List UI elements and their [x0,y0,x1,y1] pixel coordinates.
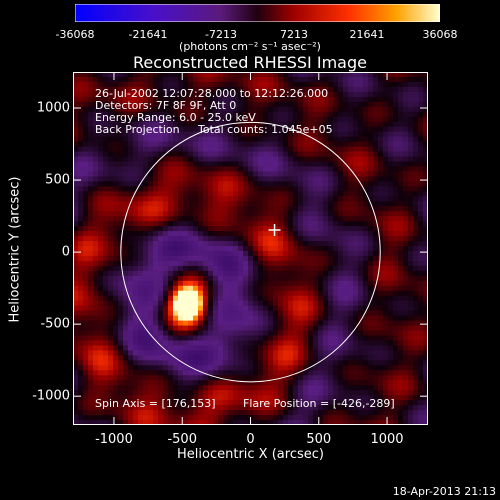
heatmap-image [73,72,428,425]
plot-area [73,72,428,425]
flare-position-label: Flare Position = [-426,-289] [243,397,395,410]
y-tick-label: -500 [40,316,70,332]
y-tick-label: -1000 [32,388,70,404]
colorbar-tick-label: -36068 [55,28,95,41]
info-line-time: 26-Jul-2002 12:07:28.000 to 12:12:26.000 [95,87,329,100]
info-back-projection: Back Projection [95,123,180,136]
colorbar-tick-label: 36068 [422,28,458,41]
x-axis-label: Heliocentric X (arcsec) [177,447,324,462]
x-tick-label: 0 [246,432,255,447]
y-tick-label: 0 [61,244,70,260]
timestamp: 18-Apr-2013 21:13 [392,485,496,498]
colorbar-tick-label: 7213 [279,28,308,41]
x-tick-label: -1000 [95,432,133,447]
info-line-energy: Energy Range: 6.0 - 25.0 keV [95,111,256,124]
spin-axis-label: Spin Axis = [176,153] [95,397,216,410]
chart-title: Reconstructed RHESSI Image [133,53,367,72]
y-tick-label: 500 [45,172,70,188]
y-tick-label: 1000 [36,100,70,116]
spin-axis-marker [268,224,281,237]
colorbar-tick-label: -7213 [205,28,237,41]
info-line-detectors: Detectors: 7F 8F 9F, Att 0 [95,99,237,112]
y-axis-label: Heliocentric Y (arcsec) [7,176,23,323]
colorbar-tick-label: -21641 [128,28,168,41]
colorbar [75,4,440,22]
colorbar-units: (photons cm⁻² s⁻¹ asec⁻²) [179,40,321,53]
colorbar-tick-label: 21641 [349,28,385,41]
solar-disk-outline [120,121,381,383]
info-total-counts: Total counts: 1.045e+05 [198,123,333,136]
x-tick-label: -500 [167,432,197,447]
x-tick-label: 500 [306,432,332,447]
x-tick-label: 1000 [370,432,404,447]
